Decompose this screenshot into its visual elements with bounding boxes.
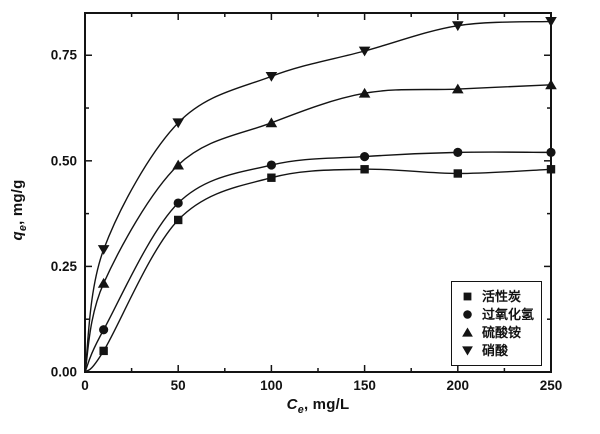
triangle-up-marker xyxy=(545,79,557,90)
legend: 活性炭 过氧化氢 硫酸铵 硝酸 xyxy=(451,281,542,366)
circle-marker xyxy=(453,147,463,157)
triangle-up-marker xyxy=(172,159,184,170)
circle-marker xyxy=(546,147,556,157)
y-tick-label: 0.50 xyxy=(51,153,77,168)
square-marker xyxy=(174,215,183,225)
legend-item-label: 活性炭 xyxy=(482,289,522,304)
axis-ticks xyxy=(84,13,552,373)
x-tick-label: 0 xyxy=(81,378,89,393)
square-marker xyxy=(546,165,556,174)
x-tick-label: 250 xyxy=(540,378,563,393)
series-0 xyxy=(84,165,556,373)
y-tick-label: 0.25 xyxy=(51,259,78,274)
triangle-down-marker xyxy=(265,71,278,82)
x-axis-units: , mg/L xyxy=(303,396,350,413)
legend-item-label: 硫酸铵 xyxy=(482,325,522,340)
triangle-down-marker xyxy=(452,21,464,32)
x-axis-title: Ce, mg/L xyxy=(85,396,551,416)
triangle-down-marker xyxy=(97,245,110,255)
triangle-up-marker xyxy=(265,117,278,128)
y-axis-title: qe, mg/g xyxy=(9,155,29,265)
triangle-up-marker xyxy=(97,277,110,288)
y-axis-units: , mg/g xyxy=(9,179,26,225)
y-tick-label: 0.00 xyxy=(51,365,77,380)
series-2 xyxy=(84,79,557,373)
legend-item: 活性炭 xyxy=(461,290,539,303)
circle-marker xyxy=(266,160,276,170)
legend-item-label: 硝酸 xyxy=(482,343,509,358)
triangle-up-marker xyxy=(358,87,371,98)
x-tick-label: 50 xyxy=(171,378,186,393)
series-1 xyxy=(84,147,556,373)
x-tick-label: 100 xyxy=(260,378,283,393)
triangle-up-marker-icon xyxy=(462,327,473,337)
y-tick-label: 0.75 xyxy=(51,48,78,63)
legend-item-label: 过氧化氢 xyxy=(482,307,535,322)
triangle-down-marker xyxy=(358,46,371,57)
circle-marker xyxy=(99,325,109,335)
x-axis-subscript: e xyxy=(297,404,304,416)
legend-item: 硫酸铵 xyxy=(461,326,539,339)
square-marker xyxy=(463,292,472,301)
circle-marker xyxy=(360,152,370,162)
circle-marker xyxy=(173,198,183,208)
triangle-down-marker-icon xyxy=(462,346,473,356)
legend-item: 过氧化氢 xyxy=(461,308,539,321)
square-marker xyxy=(99,346,108,356)
x-tick-label: 200 xyxy=(447,378,470,393)
circle-marker xyxy=(463,310,472,319)
x-axis-variable: C xyxy=(286,396,298,413)
square-marker xyxy=(360,165,369,174)
square-marker-icon xyxy=(463,292,472,301)
triangle-down-marker xyxy=(172,118,184,129)
triangle-down-marker xyxy=(545,17,557,27)
square-marker xyxy=(453,169,462,178)
y-axis-variable: q xyxy=(9,231,26,241)
series-3 xyxy=(84,17,557,373)
x-tick-label: 150 xyxy=(353,378,376,393)
triangle-up-marker xyxy=(452,83,464,94)
y-axis-subscript: e xyxy=(17,224,29,232)
triangle-down-marker xyxy=(462,346,473,356)
triangle-up-marker xyxy=(462,327,473,337)
square-marker xyxy=(267,173,276,182)
circle-marker-icon xyxy=(463,310,472,319)
legend-item: 硝酸 xyxy=(461,344,539,357)
tick-labels: 0 50 100 150 200 250 0.00 0.25 0.50 0.75 xyxy=(51,48,563,393)
